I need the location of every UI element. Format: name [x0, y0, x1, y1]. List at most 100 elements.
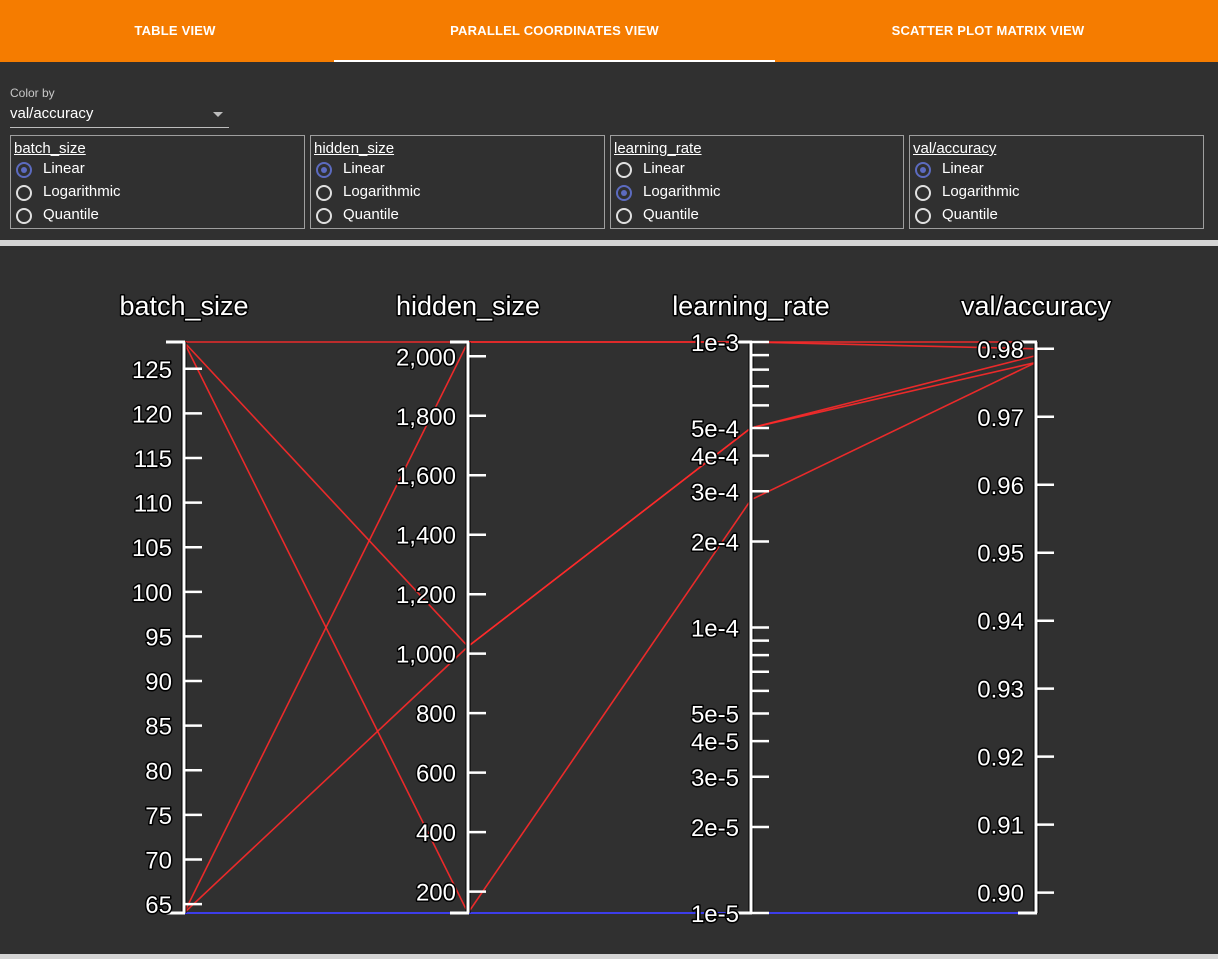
radio-unchecked-icon[interactable] — [16, 208, 32, 224]
chevron-down-icon — [213, 112, 223, 117]
scale-option-label: Linear — [343, 160, 385, 177]
scale-group-title: batch_size — [14, 140, 86, 157]
run-line[interactable] — [183, 341, 1037, 914]
tick-label: 2e-5 — [691, 815, 739, 842]
scale-option-label: Linear — [942, 160, 984, 177]
tick-label: 3e-4 — [691, 479, 739, 506]
radio-unchecked-icon[interactable] — [915, 185, 931, 201]
tick-label: 75 — [145, 803, 172, 830]
axis-batch-size: batch_size 125 120 115 110 105 100 95 90 85 80 75 70… — [118, 290, 250, 921]
radio-unchecked-icon[interactable] — [616, 208, 632, 224]
tick-label: 2e-4 — [691, 530, 739, 557]
tick-label: 0.96 — [977, 473, 1024, 500]
tick-label: 100 — [132, 580, 172, 607]
scale-group-learning-rate: learning_rate Linear Logarithmic Quantile — [610, 135, 904, 229]
scale-group-title: hidden_size — [314, 140, 395, 157]
color-by-value: val/accuracy — [10, 105, 94, 122]
run-lines — [183, 341, 1037, 915]
axis-title: learning_rate — [672, 291, 830, 321]
tick-label: 1,400 — [396, 523, 456, 550]
tick-label: 70 — [145, 847, 172, 874]
tick-label: 5e-4 — [691, 416, 739, 443]
controls-panel: Color by val/accuracy batch_size Linear Lo… — [0, 62, 1218, 240]
axis-title: hidden_size — [396, 291, 540, 321]
axis-title: val/accuracy — [961, 291, 1112, 321]
radio-unchecked-icon[interactable] — [616, 162, 632, 178]
radio-unchecked-icon[interactable] — [316, 208, 332, 224]
tick-label: 5e-5 — [691, 701, 739, 728]
tick-label: 0.94 — [977, 609, 1024, 636]
tick-label: 200 — [416, 880, 456, 907]
run-line[interactable] — [183, 361, 1037, 914]
tick-label: 400 — [416, 820, 456, 847]
parallel-coordinates-chart: batch_size 125 120 115 110 105 100 95 90 85 80 75 70… — [118, 290, 1113, 930]
tab-parallel-coordinates-view[interactable]: PARALLEL COORDINATES VIEW — [334, 0, 775, 62]
scale-option-label: Logarithmic — [643, 183, 721, 200]
tick-label: 65 — [145, 892, 172, 919]
scale-option-label: Linear — [643, 160, 685, 177]
radio-checked-icon[interactable] — [915, 162, 931, 178]
tick-label: 2,000 — [396, 344, 456, 371]
tab-table-view[interactable]: TABLE VIEW — [134, 23, 216, 38]
tick-label: 1e-3 — [691, 330, 739, 357]
axis-hidden-size: hidden_size 2,000 1,800 1,600 1,400 1,200 1,00… — [394, 290, 542, 915]
tick-label: 0.98 — [977, 337, 1024, 364]
tick-label: 0.95 — [977, 541, 1024, 568]
radio-checked-icon[interactable] — [616, 185, 632, 201]
tick-label: 1e-4 — [691, 616, 739, 643]
tick-label: 0.97 — [977, 405, 1024, 432]
tick-label: 110 — [134, 491, 172, 518]
radio-checked-icon[interactable] — [16, 162, 32, 178]
tick-label: 4e-4 — [691, 444, 739, 471]
scale-option-label: Logarithmic — [43, 183, 121, 200]
tick-label: 1e-5 — [691, 901, 739, 928]
tick-label: 1,200 — [396, 582, 456, 609]
scale-option-label: Logarithmic — [942, 183, 1020, 200]
color-by-select[interactable]: val/accuracy — [10, 103, 229, 128]
tick-label: 3e-5 — [691, 765, 739, 792]
tick-label: 95 — [145, 624, 172, 651]
section-divider — [0, 240, 1218, 246]
tick-label: 85 — [145, 714, 172, 741]
tick-label: 115 — [134, 446, 172, 473]
tick-label: 80 — [145, 758, 172, 785]
scale-option-label: Linear — [43, 160, 85, 177]
bottom-divider — [0, 954, 1218, 959]
scale-group-title: learning_rate — [614, 140, 702, 157]
tick-label: 105 — [132, 535, 172, 562]
axis-learning-rate: learning_rate 1e-3 5e-44e-4 3e-4 2e-4 1e-4 5e-… — [671, 290, 832, 930]
color-by-label: Color by — [10, 86, 55, 100]
scale-option-label: Quantile — [343, 206, 399, 223]
tick-label: 120 — [132, 401, 172, 428]
tick-label: 1,600 — [396, 463, 456, 490]
scale-option-label: Quantile — [43, 206, 99, 223]
scale-group-val-accuracy: val/accuracy Linear Logarithmic Quantile — [909, 135, 1204, 229]
tab-bar: TABLE VIEW PARALLEL COORDINATES VIEW SCA… — [0, 0, 1218, 62]
tick-label: 0.93 — [977, 677, 1024, 704]
tick-label: 0.92 — [977, 745, 1024, 772]
tick-label: 125 — [132, 357, 172, 384]
radio-checked-icon[interactable] — [316, 162, 332, 178]
radio-unchecked-icon[interactable] — [915, 208, 931, 224]
tick-label: 1,000 — [396, 642, 456, 669]
scale-group-hidden-size: hidden_size Linear Logarithmic Quantile — [310, 135, 605, 229]
tick-label: 90 — [145, 669, 172, 696]
run-line[interactable] — [183, 341, 1037, 915]
tick-label: 0.90 — [977, 881, 1024, 908]
axis-val-accuracy: val/accuracy 0.98 0.97 0.96 0.95 0.94 0.93 0.92… — [959, 290, 1113, 915]
tick-label: 600 — [416, 761, 456, 788]
scale-option-label: Quantile — [643, 206, 699, 223]
scale-group-batch-size: batch_size Linear Logarithmic Quantile — [10, 135, 305, 229]
radio-unchecked-icon[interactable] — [316, 185, 332, 201]
radio-unchecked-icon[interactable] — [16, 185, 32, 201]
scale-group-title: val/accuracy — [913, 140, 997, 157]
tab-scatter-plot-matrix-view[interactable]: SCATTER PLOT MATRIX VIEW — [891, 23, 1085, 38]
run-line[interactable] — [183, 341, 1037, 648]
scale-option-label: Quantile — [942, 206, 998, 223]
tick-label: 1,800 — [396, 404, 456, 431]
scale-option-label: Logarithmic — [343, 183, 421, 200]
axis-title: batch_size — [119, 291, 248, 321]
tick-label: 4e-5 — [691, 729, 739, 756]
tick-label: 800 — [416, 701, 456, 728]
tick-label: 0.91 — [977, 813, 1024, 840]
